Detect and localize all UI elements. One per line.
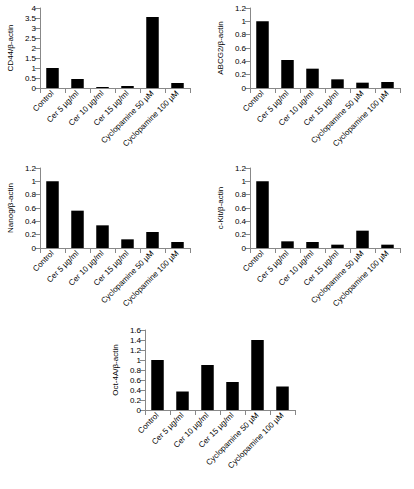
svg-text:1: 1 bbox=[32, 177, 37, 186]
svg-text:Cer 15 µg/ml: Cer 15 µg/ml bbox=[301, 248, 341, 288]
svg-text:Cyclopamine 50 µM: Cyclopamine 50 µM bbox=[309, 248, 366, 306]
svg-text:Cer 10 µg/ml: Cer 10 µg/ml bbox=[276, 248, 316, 288]
svg-text:0.4: 0.4 bbox=[235, 217, 247, 226]
svg-text:1: 1 bbox=[32, 64, 37, 73]
svg-text:Cer 5 µg/ml: Cer 5 µg/ml bbox=[45, 88, 81, 125]
svg-text:0: 0 bbox=[32, 84, 37, 93]
svg-text:0.2: 0.2 bbox=[235, 230, 247, 239]
svg-text:0: 0 bbox=[242, 244, 247, 253]
svg-text:Cer 10 µg/ml: Cer 10 µg/ml bbox=[66, 88, 106, 128]
svg-text:Cer 5 µg/ml: Cer 5 µg/ml bbox=[255, 248, 291, 285]
svg-text:1.6: 1.6 bbox=[130, 326, 142, 335]
svg-text:Control: Control bbox=[136, 410, 161, 436]
svg-text:1.2: 1.2 bbox=[130, 346, 142, 355]
svg-text:1.4: 1.4 bbox=[130, 336, 142, 345]
svg-text:2.5: 2.5 bbox=[25, 34, 37, 43]
svg-text:3: 3 bbox=[32, 24, 37, 33]
svg-text:Cer 10 µg/ml: Cer 10 µg/ml bbox=[171, 410, 211, 450]
svg-text:Control: Control bbox=[241, 248, 266, 274]
svg-text:Cer 15 µg/ml: Cer 15 µg/ml bbox=[196, 410, 236, 450]
svg-text:1: 1 bbox=[242, 177, 247, 186]
svg-text:3.5: 3.5 bbox=[25, 14, 37, 23]
svg-text:Cer 5 µg/ml: Cer 5 µg/ml bbox=[45, 248, 81, 285]
svg-text:Control: Control bbox=[241, 88, 266, 114]
svg-text:Cyclopamine 50 µM: Cyclopamine 50 µM bbox=[204, 410, 261, 468]
svg-text:0.8: 0.8 bbox=[235, 190, 247, 199]
svg-text:1.5: 1.5 bbox=[25, 54, 37, 63]
svg-text:0.4: 0.4 bbox=[235, 57, 247, 66]
svg-text:1: 1 bbox=[137, 356, 142, 365]
svg-text:0: 0 bbox=[32, 244, 37, 253]
svg-text:0.2: 0.2 bbox=[235, 70, 247, 79]
svg-text:Cer 15 µg/ml: Cer 15 µg/ml bbox=[91, 88, 131, 128]
svg-text:Control: Control bbox=[31, 88, 56, 114]
svg-text:Nanog/β-actin: Nanog/β-actin bbox=[6, 183, 15, 233]
svg-text:Cyclopamine 100 µM: Cyclopamine 100 µM bbox=[331, 249, 391, 309]
svg-text:0.6: 0.6 bbox=[235, 204, 247, 213]
svg-text:0.5: 0.5 bbox=[25, 74, 37, 83]
svg-text:Cyclopamine 50 µM: Cyclopamine 50 µM bbox=[309, 88, 366, 146]
svg-text:Cyclopamine 100 µM: Cyclopamine 100 µM bbox=[226, 411, 286, 471]
svg-text:Cer 10 µg/ml: Cer 10 µg/ml bbox=[276, 88, 316, 128]
svg-text:0.2: 0.2 bbox=[25, 230, 37, 239]
svg-text:0.6: 0.6 bbox=[235, 44, 247, 53]
svg-text:ABCG2/β-actin: ABCG2/β-actin bbox=[216, 21, 225, 75]
svg-text:0: 0 bbox=[137, 406, 142, 415]
svg-text:0.6: 0.6 bbox=[130, 376, 142, 385]
svg-text:Cer 5 µg/ml: Cer 5 µg/ml bbox=[255, 88, 291, 125]
svg-text:0: 0 bbox=[242, 84, 247, 93]
svg-text:c-Kit/β-actin: c-Kit/β-actin bbox=[216, 187, 225, 229]
svg-text:2: 2 bbox=[32, 44, 37, 53]
svg-text:0.6: 0.6 bbox=[25, 204, 37, 213]
svg-text:Control: Control bbox=[31, 248, 56, 274]
svg-text:Oct-4A/β-actin: Oct-4A/β-actin bbox=[111, 344, 120, 395]
svg-text:1.2: 1.2 bbox=[235, 164, 247, 173]
svg-text:Cyclopamine 50 µM: Cyclopamine 50 µM bbox=[99, 88, 156, 146]
svg-text:1: 1 bbox=[242, 17, 247, 26]
svg-text:Cer 15 µg/ml: Cer 15 µg/ml bbox=[91, 248, 131, 288]
svg-text:0.8: 0.8 bbox=[235, 30, 247, 39]
svg-text:1.2: 1.2 bbox=[235, 4, 247, 13]
svg-text:Cyclopamine 100 µM: Cyclopamine 100 µM bbox=[331, 89, 391, 149]
svg-text:0.4: 0.4 bbox=[25, 217, 37, 226]
svg-text:Cyclopamine 100 µM: Cyclopamine 100 µM bbox=[121, 89, 181, 149]
svg-text:0.8: 0.8 bbox=[130, 366, 142, 375]
svg-text:Cer 15 µg/ml: Cer 15 µg/ml bbox=[301, 88, 341, 128]
svg-text:Cyclopamine 100 µM: Cyclopamine 100 µM bbox=[121, 249, 181, 309]
svg-text:1.2: 1.2 bbox=[25, 164, 37, 173]
svg-text:Cer 5 µg/ml: Cer 5 µg/ml bbox=[150, 410, 186, 447]
svg-text:Cyclopamine 50 µM: Cyclopamine 50 µM bbox=[99, 248, 156, 306]
svg-text:0.2: 0.2 bbox=[130, 396, 142, 405]
svg-text:0.4: 0.4 bbox=[130, 386, 142, 395]
svg-text:Cer 10 µg/ml: Cer 10 µg/ml bbox=[66, 248, 106, 288]
svg-text:4: 4 bbox=[32, 4, 37, 13]
svg-text:CD44/β-actin: CD44/β-actin bbox=[6, 25, 15, 72]
svg-text:0.8: 0.8 bbox=[25, 190, 37, 199]
